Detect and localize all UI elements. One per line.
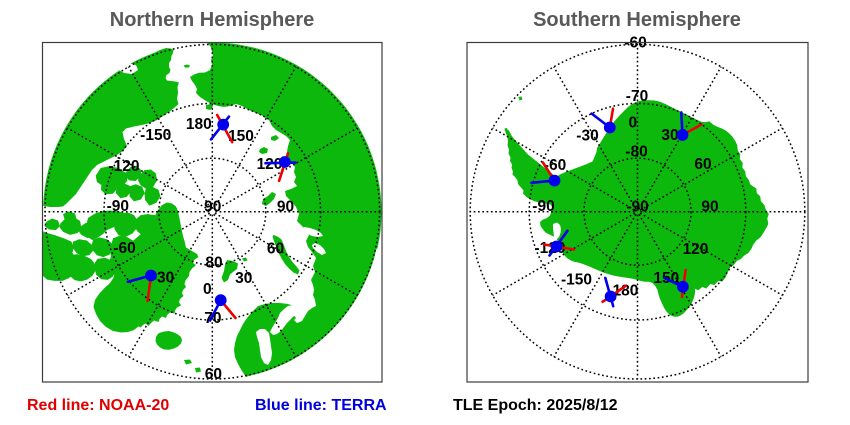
svg-text:-30: -30 (152, 269, 174, 286)
svg-text:150: 150 (228, 128, 254, 145)
svg-text:-90: -90 (532, 198, 554, 215)
svg-text:-60: -60 (113, 240, 135, 257)
svg-text:60: 60 (205, 366, 222, 383)
svg-text:30: 30 (661, 127, 678, 144)
svg-text:-60: -60 (544, 157, 566, 174)
svg-text:90: 90 (701, 198, 718, 215)
svg-text:0: 0 (628, 114, 637, 131)
svg-text:80: 80 (205, 255, 222, 272)
svg-text:90: 90 (204, 198, 221, 215)
svg-text:-70: -70 (626, 88, 648, 105)
svg-text:120: 120 (683, 241, 709, 258)
svg-text:70: 70 (204, 310, 221, 327)
svg-text:0: 0 (203, 281, 212, 298)
svg-text:-120: -120 (108, 158, 139, 175)
svg-text:-150: -150 (561, 271, 592, 288)
svg-text:90: 90 (277, 199, 294, 216)
svg-text:-80: -80 (625, 144, 647, 161)
svg-text:-90: -90 (626, 199, 648, 216)
svg-text:-30: -30 (576, 128, 598, 145)
svg-text:60: 60 (694, 156, 711, 173)
svg-text:60: 60 (267, 240, 284, 257)
svg-text:120: 120 (257, 156, 283, 173)
svg-text:30: 30 (235, 270, 252, 287)
svg-text:180: 180 (613, 283, 639, 300)
svg-text:180: 180 (186, 116, 212, 133)
svg-text:-150: -150 (140, 127, 171, 144)
svg-text:-90: -90 (107, 198, 129, 215)
